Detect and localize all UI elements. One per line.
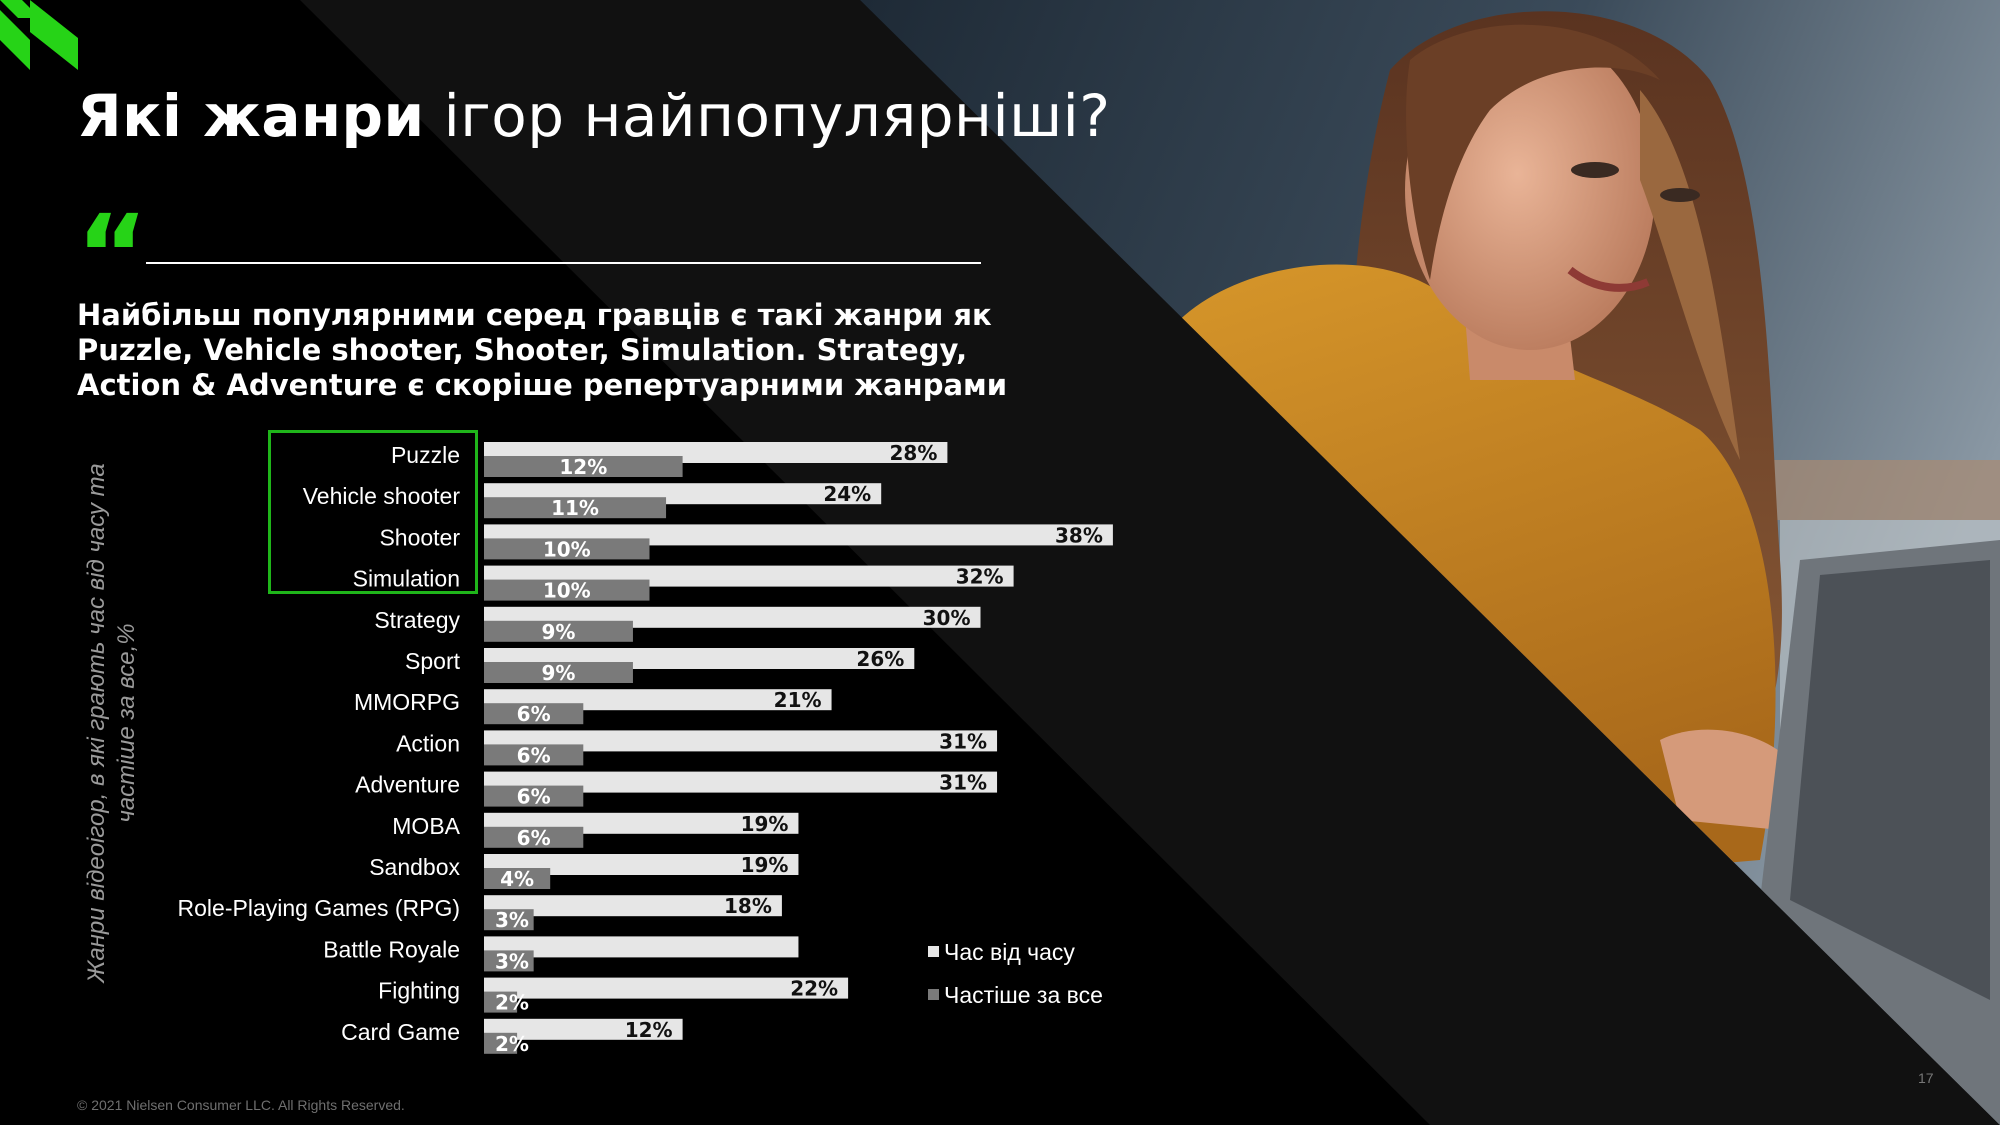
bar-most-often bbox=[484, 868, 551, 889]
data-label: 18% bbox=[724, 894, 772, 918]
nielsen-logo bbox=[0, 0, 78, 70]
data-label: 6% bbox=[517, 785, 551, 809]
data-label: 21% bbox=[774, 688, 822, 712]
bar-occasionally bbox=[484, 936, 799, 958]
data-label: 4% bbox=[500, 867, 534, 891]
data-label: 3% bbox=[495, 949, 529, 973]
data-label: 12% bbox=[559, 455, 607, 479]
bar-most-often bbox=[484, 1032, 518, 1054]
headline-line: Puzzle, Vehicle shooter, Shooter, Simula… bbox=[77, 333, 968, 367]
quote-divider bbox=[146, 262, 981, 264]
data-label: 3% bbox=[495, 908, 529, 932]
bar-most-often bbox=[484, 538, 650, 560]
bar-most-often bbox=[484, 579, 650, 601]
data-label: 10% bbox=[543, 537, 591, 561]
data-label: 9% bbox=[541, 661, 575, 685]
data-label: 32% bbox=[956, 565, 1004, 589]
data-label: 31% bbox=[939, 729, 987, 753]
category-label: Puzzle bbox=[391, 442, 460, 468]
data-label: 24% bbox=[823, 482, 871, 506]
data-label: 19% bbox=[741, 812, 789, 836]
legend-swatch bbox=[928, 946, 939, 957]
title-bold: Які жанри bbox=[77, 82, 425, 150]
bar-most-often bbox=[484, 991, 518, 1013]
bar-most-often bbox=[484, 826, 584, 848]
highlight-box bbox=[268, 430, 478, 594]
data-label: 10% bbox=[543, 579, 591, 603]
data-label: 11% bbox=[551, 496, 599, 520]
bar-most-often bbox=[484, 703, 584, 725]
category-label: Card Game bbox=[341, 1019, 460, 1045]
legend-swatch bbox=[928, 989, 939, 1000]
data-label: 2% bbox=[495, 1032, 529, 1056]
category-label: Sandbox bbox=[369, 854, 460, 880]
data-label: 6% bbox=[517, 702, 551, 726]
data-label: 28% bbox=[890, 441, 938, 465]
category-label: Fighting bbox=[378, 978, 460, 1004]
data-label: 6% bbox=[517, 826, 551, 850]
data-label: 2% bbox=[495, 991, 529, 1015]
bar-occasionally bbox=[484, 730, 998, 752]
bar-most-often bbox=[484, 662, 633, 683]
category-label: Role-Playing Games (RPG) bbox=[178, 895, 460, 921]
category-label: Simulation bbox=[353, 566, 460, 592]
data-label: 9% bbox=[541, 620, 575, 644]
data-label: 19% bbox=[741, 853, 789, 877]
bar-occasionally bbox=[484, 977, 849, 999]
data-label: 38% bbox=[1055, 523, 1103, 547]
bar-most-often bbox=[484, 785, 584, 807]
category-label: Battle Royale bbox=[323, 936, 460, 962]
headline-line: Action & Adventure є скоріше репертуарни… bbox=[77, 368, 1008, 402]
headline: Найбільш популярними серед гравців є так… bbox=[77, 298, 1008, 403]
category-label: Shooter bbox=[379, 524, 460, 550]
category-label: Sport bbox=[405, 648, 461, 674]
bar-most-often bbox=[484, 497, 667, 519]
category-label: MMORPG bbox=[354, 689, 460, 715]
category-label: MOBA bbox=[392, 813, 460, 839]
category-label: Adventure bbox=[355, 772, 460, 798]
category-label: Strategy bbox=[374, 607, 460, 633]
data-label: 26% bbox=[856, 647, 904, 671]
bar-occasionally bbox=[484, 854, 799, 875]
title-regular: ігор найпопулярніші? bbox=[424, 82, 1111, 150]
copyright-footer: © 2021 Nielsen Consumer LLC. All Rights … bbox=[77, 1097, 405, 1113]
bar-most-often bbox=[484, 456, 683, 477]
bar-most-often bbox=[484, 744, 584, 766]
bar-occasionally bbox=[484, 771, 998, 793]
data-label: 12% bbox=[625, 1018, 673, 1042]
bar-most-often bbox=[484, 620, 633, 642]
legend-label: Частіше за все bbox=[944, 982, 1103, 1008]
data-label: 6% bbox=[517, 743, 551, 767]
quote-icon: “ bbox=[76, 191, 149, 319]
category-label: Action bbox=[396, 730, 460, 756]
legend-label: Час від часу bbox=[944, 939, 1075, 965]
bar-occasionally bbox=[484, 895, 782, 917]
data-label: 22% bbox=[790, 977, 838, 1001]
page-number: 17 bbox=[1918, 1070, 1934, 1086]
category-label: Vehicle shooter bbox=[303, 483, 461, 509]
page-title: Які жанри ігор найпопулярніші? bbox=[77, 82, 1111, 150]
data-label: 30% bbox=[923, 606, 971, 630]
bar-occasionally bbox=[484, 1018, 683, 1040]
headline-line: Найбільш популярними серед гравців є так… bbox=[77, 298, 992, 332]
bar-most-often bbox=[484, 950, 534, 972]
bar-most-often bbox=[484, 909, 534, 931]
data-label: 31% bbox=[939, 771, 987, 795]
